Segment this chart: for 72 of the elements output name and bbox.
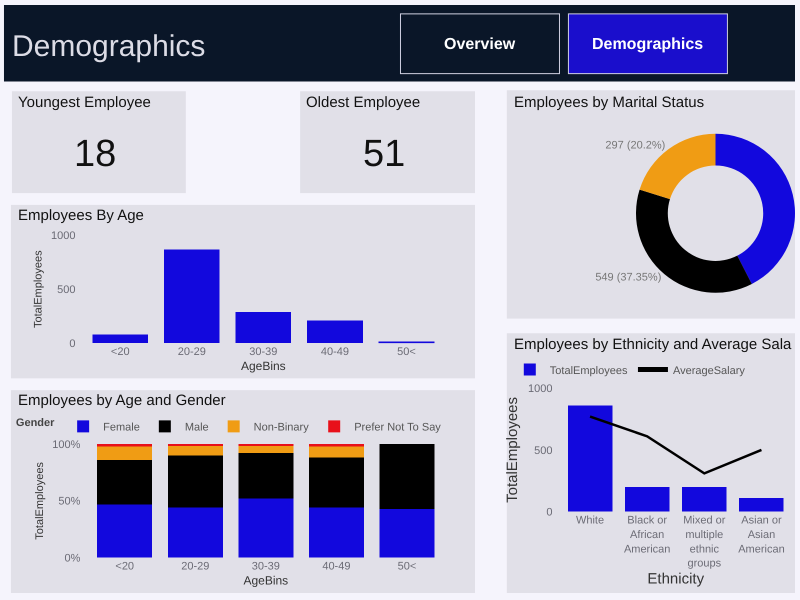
bar — [97, 504, 152, 558]
bar — [379, 444, 434, 509]
bar — [235, 312, 292, 344]
bar — [308, 458, 364, 508]
text: Oldest Employee — [306, 94, 420, 111]
bar — [168, 445, 223, 456]
bar — [739, 498, 784, 512]
y-axis-title: TotalEmployees — [504, 396, 522, 503]
bar — [306, 320, 363, 344]
bar — [97, 446, 152, 460]
bar — [568, 405, 612, 512]
legend-label: Male — [184, 422, 209, 434]
x-tick-label: 40-49 — [322, 560, 350, 573]
y-tick-label: 100% — [52, 438, 81, 451]
bar — [238, 498, 294, 558]
chart-title: Employees By Age — [18, 207, 144, 224]
text: 18 — [74, 133, 116, 175]
x-axis-title: AgeBins — [243, 574, 288, 588]
text: 51 — [363, 133, 406, 175]
text: Demographics — [592, 36, 704, 53]
x-tick-label: 50< — [398, 560, 416, 573]
legend-label: Female — [103, 422, 140, 434]
bar — [97, 460, 152, 504]
y-tick-label: 500 — [534, 444, 552, 457]
bar — [238, 453, 294, 499]
x-tick-label: <20 — [115, 560, 134, 573]
bar — [168, 508, 223, 558]
legend-label: Prefer Not To Say — [354, 422, 442, 434]
legend-label: Non-Binary — [254, 422, 310, 434]
bar — [379, 508, 434, 558]
x-tick-label: White — [576, 514, 604, 527]
line-series — [588, 415, 763, 475]
bar — [168, 455, 223, 508]
y-tick-label: 0 — [69, 338, 76, 350]
legend-label: AverageSalary — [672, 364, 746, 377]
bar — [164, 249, 220, 344]
bar — [92, 334, 148, 344]
x-tick-label: Black or African American — [624, 514, 670, 556]
x-tick-label: 20-29 — [178, 346, 206, 358]
x-tick-label: Mixed or multiple ethnic groups — [683, 514, 726, 570]
data-label: 297 (20.2%) — [605, 139, 666, 152]
y-tick-label: 1000 — [528, 383, 552, 396]
x-tick-label: 30-39 — [249, 346, 278, 358]
y-tick-label: 1000 — [50, 230, 76, 242]
y-axis-title: TotalEmployees — [34, 462, 46, 540]
text: Youngest Employee — [18, 94, 151, 111]
y-tick-label: 50% — [58, 496, 81, 508]
text: Demographics — [12, 30, 206, 63]
x-tick-label: 20-29 — [181, 560, 210, 573]
x-tick-label: Asian or Asian American — [738, 514, 785, 556]
x-tick-label: 50< — [397, 346, 416, 358]
legend-label: TotalEmployees — [550, 364, 628, 377]
x-axis-title: Ethnicity — [647, 570, 705, 588]
chart-title: Employees by Marital Status — [514, 94, 704, 111]
x-tick-label: 40-49 — [320, 346, 349, 358]
y-tick-label: 0 — [546, 506, 552, 519]
bar — [308, 446, 364, 458]
chart-title: Employees by Age and Gender — [18, 392, 226, 409]
bar — [308, 508, 364, 558]
donut-slice — [716, 134, 795, 284]
legend-title: Gender — [16, 417, 56, 430]
x-tick-label: 30-39 — [252, 560, 280, 573]
chart-title: Employees by Ethnicity and Average Sala — [514, 336, 792, 353]
y-tick-label: 0% — [64, 552, 81, 565]
text: Overview — [444, 36, 516, 53]
data-label: 549 (37.35%) — [595, 272, 662, 284]
y-tick-label: 500 — [57, 284, 76, 296]
y-axis-title: TotalEmployees — [32, 250, 45, 328]
x-axis-title: AgeBins — [240, 359, 286, 373]
x-tick-label: <20 — [110, 346, 130, 358]
bar — [624, 486, 670, 512]
bar — [682, 486, 727, 512]
